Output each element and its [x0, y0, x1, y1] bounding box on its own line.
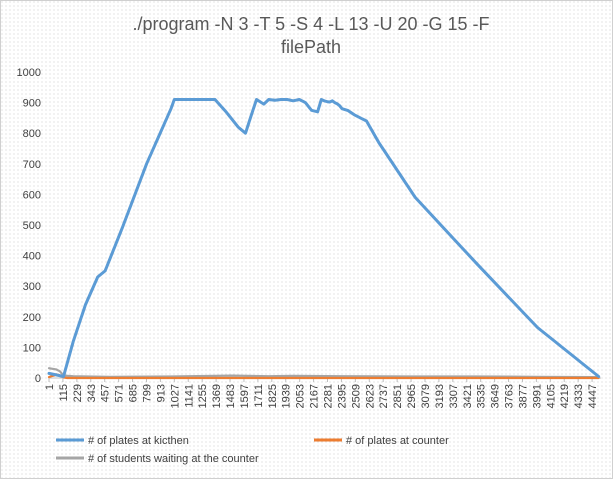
series-line-students: [47, 367, 600, 379]
x-tick-label: 115: [58, 384, 70, 402]
x-tick-label: 3877: [517, 384, 529, 408]
series-line-kitchen: [47, 98, 601, 378]
x-tick-label: 3535: [476, 384, 488, 408]
y-tick-label: 700: [23, 159, 41, 171]
x-tick-label: 4105: [545, 384, 557, 408]
legend: # of plates at kicthen # of plates at cou…: [56, 435, 449, 465]
x-tick-label: 3307: [448, 384, 460, 408]
y-tick-labels: 0 100 200 300 400 500 600 700 800 900 1000: [17, 67, 41, 385]
x-tick-label: 3079: [420, 384, 432, 408]
x-tick-label: 1711: [253, 384, 265, 408]
y-tick-label: 200: [23, 312, 41, 324]
x-tick-label: 1255: [197, 384, 209, 408]
x-tick-label: 1825: [267, 384, 279, 408]
y-tick-label: 1000: [17, 67, 41, 79]
x-tick-label: 1: [44, 384, 56, 390]
y-tick-label: 0: [35, 373, 41, 385]
y-tick-label: 800: [23, 128, 41, 140]
x-tick-label: 2737: [378, 384, 390, 408]
x-tick-label: 3763: [504, 384, 516, 408]
x-tick-label: 3649: [490, 384, 502, 408]
x-tick-label: 3991: [531, 384, 543, 408]
x-tick-label: 3193: [434, 384, 446, 408]
x-tick-label: 1483: [225, 384, 237, 408]
x-tick-label: 2851: [392, 384, 404, 408]
legend-label-counter: # of plates at counter: [346, 435, 449, 447]
series-lines: [47, 98, 601, 380]
x-tick-label: 685: [128, 384, 140, 402]
x-tick-label: 457: [100, 384, 112, 402]
chart-title-line-1: ./program -N 3 -T 5 -S 4 -L 13 -U 20 -G …: [132, 14, 489, 34]
legend-label-kitchen: # of plates at kicthen: [88, 435, 189, 447]
y-tick-label: 300: [23, 281, 41, 293]
x-tick-label: 913: [155, 384, 167, 402]
x-tick-label: 2053: [295, 384, 307, 408]
x-tick-label: 1597: [239, 384, 251, 408]
y-tick-label: 100: [23, 342, 41, 354]
legend-label-students: # of students waiting at the counter: [88, 453, 259, 465]
x-tick-label: 2623: [364, 384, 376, 408]
x-tick-labels: 1 115 229 343 457 571 685 799 913 1027 1141 1255 136…: [44, 384, 599, 408]
x-tick-label: 343: [86, 384, 98, 402]
x-tick-label: 2167: [309, 384, 321, 408]
y-tick-label: 500: [23, 220, 41, 232]
x-tick-label: 1369: [211, 384, 223, 408]
x-tick-label: 3421: [462, 384, 474, 408]
x-tick-label: 1027: [169, 384, 181, 408]
y-tick-label: 400: [23, 251, 41, 263]
x-tick-label: 2965: [406, 384, 418, 408]
y-tick-label: 600: [23, 189, 41, 201]
x-tick-label: 4219: [559, 384, 571, 408]
x-tick-label: 2509: [350, 384, 362, 408]
x-tick-label: 1141: [183, 384, 195, 408]
x-tick-label: 799: [141, 384, 153, 402]
x-tick-label: 1939: [281, 384, 293, 408]
x-tick-label: 2395: [336, 384, 348, 408]
x-tick-label: 229: [72, 384, 84, 402]
x-tick-label: 571: [114, 384, 126, 402]
x-tick-label: 4447: [587, 384, 599, 408]
x-tick-label: 2281: [323, 384, 335, 408]
x-tick-label: 4333: [573, 384, 585, 408]
y-tick-label: 900: [23, 98, 41, 110]
chart-title-line-2: filePath: [281, 37, 341, 57]
